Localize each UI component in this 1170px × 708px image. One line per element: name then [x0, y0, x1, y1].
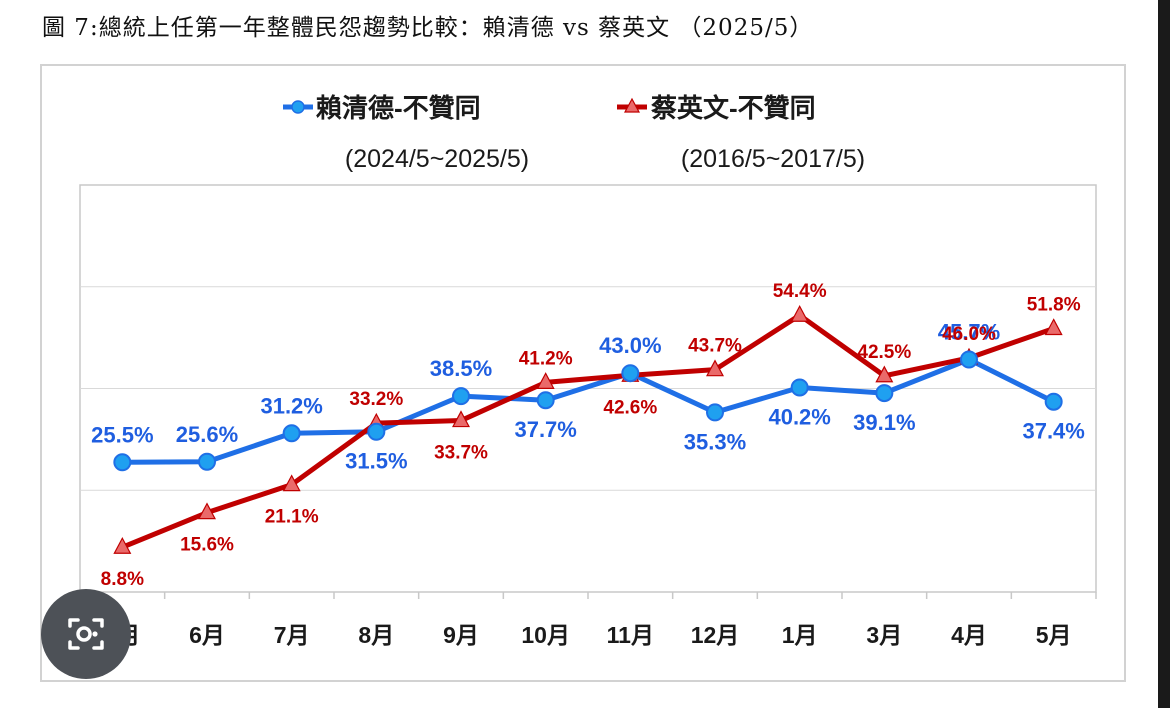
point-tsai-12	[1044, 318, 1063, 336]
x-tick-label-9: 1月	[782, 622, 818, 648]
x-tick-label-11: 4月	[951, 622, 987, 648]
data-label-lai-4: 31.5%	[345, 449, 407, 474]
data-label-lai-8: 35.3%	[684, 429, 746, 454]
figure-title: 圖 7:總統上任第一年整體民怨趨勢比較：賴清德 vs 蔡英文 （2025/5）	[42, 15, 814, 41]
point-tsai-3	[282, 474, 301, 492]
data-label-lai-5: 38.5%	[430, 356, 492, 381]
point-lai-2	[198, 452, 216, 471]
data-label-tsai-3: 21.1%	[265, 507, 319, 528]
data-label-lai-6: 37.7%	[514, 417, 576, 442]
point-tsai-8	[706, 359, 724, 377]
data-label-lai-1: 25.5%	[91, 422, 153, 447]
x-tick-label-10: 3月	[866, 622, 902, 648]
point-lai-3	[282, 424, 301, 443]
data-label-tsai-7: 42.6%	[603, 397, 657, 418]
camera-search-icon[interactable]	[41, 589, 131, 679]
point-lai-4	[367, 422, 386, 441]
legend-marker-blue	[291, 100, 305, 114]
x-tick-label-5: 9月	[443, 622, 479, 648]
x-tick-label-2: 6月	[189, 622, 225, 648]
data-label-lai-12: 37.4%	[1022, 419, 1084, 444]
data-label-tsai-2: 15.6%	[180, 535, 234, 556]
series-line-tsai	[121, 312, 1055, 550]
data-label-tsai-5: 33.7%	[434, 443, 488, 464]
point-tsai-10	[875, 365, 894, 383]
series-line-lai	[122, 357, 1055, 465]
data-label-tsai-1: 8.8%	[101, 569, 144, 590]
point-lai-12	[1044, 392, 1063, 411]
legend-period-blue: (2024/5~2025/5)	[345, 145, 529, 173]
legend-period-red: (2016/5~2017/5)	[681, 145, 865, 173]
x-tick-label-12: 5月	[1036, 622, 1072, 648]
data-label-tsai-4: 33.2%	[349, 389, 403, 410]
x-tick-label-6: 10月	[521, 622, 570, 648]
data-label-lai-7: 43.0%	[599, 333, 661, 358]
data-label-tsai-6: 41.2%	[519, 348, 573, 369]
x-tick-label-8: 12月	[691, 622, 740, 648]
point-tsai-6	[536, 372, 555, 389]
legend-label-blue: 賴清德-不贊同	[316, 93, 481, 123]
point-tsai-5	[452, 410, 470, 428]
camera-search-glyph	[68, 618, 104, 650]
x-tick-label-4: 8月	[358, 622, 394, 648]
x-tick-label-7: 11月	[607, 622, 654, 648]
data-label-lai-9: 40.2%	[768, 404, 830, 429]
data-label-lai-11: 45.7%	[938, 320, 1000, 345]
data-label-tsai-8: 43.7%	[688, 336, 742, 357]
data-label-tsai-11: 46.0%	[942, 324, 996, 345]
data-label-tsai-12: 51.8%	[1027, 294, 1081, 315]
data-label-lai-2: 25.6%	[176, 422, 238, 447]
point-lai-10	[875, 384, 894, 403]
point-tsai-9	[790, 304, 809, 322]
point-lai-8	[706, 403, 724, 422]
legend-marker-red	[623, 97, 641, 113]
point-tsai-2	[198, 502, 216, 520]
legend-label-red: 蔡英文-不贊同	[651, 93, 816, 123]
data-label-lai-3: 31.2%	[260, 393, 322, 418]
point-lai-7	[621, 364, 640, 383]
point-lai-6	[536, 391, 555, 410]
point-lai-5	[452, 387, 470, 406]
window-edge	[1158, 0, 1170, 708]
data-label-tsai-10: 42.5%	[857, 342, 911, 363]
point-lai-11	[960, 350, 978, 369]
data-label-lai-10: 39.1%	[853, 410, 915, 435]
point-lai-1	[113, 453, 132, 472]
x-tick-label-3: 7月	[274, 622, 310, 648]
point-lai-9	[790, 378, 809, 397]
point-tsai-1	[113, 536, 132, 554]
data-label-tsai-9: 54.4%	[773, 281, 827, 302]
